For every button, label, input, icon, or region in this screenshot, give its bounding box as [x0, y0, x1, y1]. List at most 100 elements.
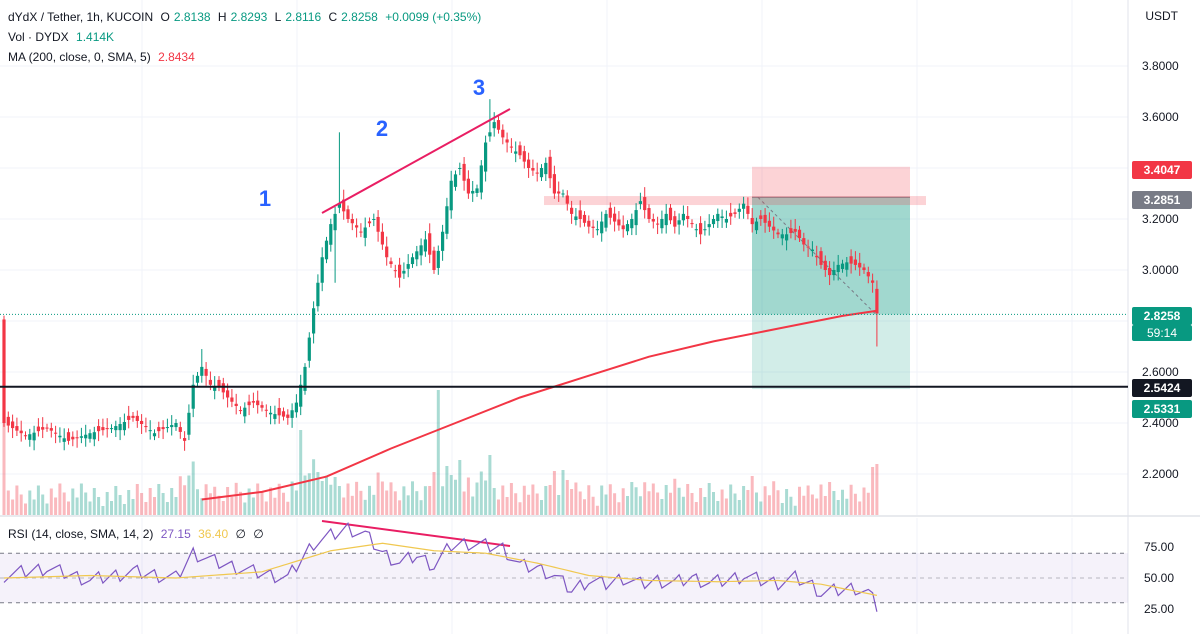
candle-body: [58, 435, 62, 438]
volume-bar: [436, 390, 440, 515]
volume-bar: [471, 496, 475, 515]
volume-bar: [634, 487, 638, 515]
volume-bar: [630, 482, 634, 515]
volume-bar: [307, 473, 311, 515]
volume-bar: [604, 494, 608, 515]
candle: [436, 245, 440, 275]
candle: [557, 181, 561, 202]
ma-legend: MA (200, close, 0, SMA, 5) 2.8434: [8, 50, 195, 64]
candle-body: [372, 219, 376, 220]
candle: [441, 224, 445, 261]
candle: [703, 220, 707, 236]
volume-bar: [780, 503, 784, 515]
candle-body: [187, 412, 191, 435]
volume-bar: [200, 498, 204, 515]
volume-bar: [346, 483, 350, 515]
volume-bar: [58, 483, 62, 515]
candle: [234, 393, 238, 415]
candle-body: [557, 191, 561, 194]
volume-bar: [492, 488, 496, 515]
candle-body: [419, 245, 423, 256]
candle-body: [647, 208, 651, 219]
candle-body: [376, 216, 380, 232]
volume-bar: [789, 496, 793, 515]
volume-bar: [699, 488, 703, 515]
volume-bar: [75, 497, 79, 515]
volume-bar: [712, 492, 715, 515]
volume-bar: [183, 485, 187, 515]
y-tick-label: 3.8000: [1142, 59, 1179, 73]
candle-body: [269, 412, 273, 415]
candle-body: [114, 426, 118, 431]
candle-body: [866, 272, 870, 277]
candle: [458, 162, 462, 176]
volume-bar: [135, 484, 139, 515]
volume-value: 1.414K: [76, 30, 115, 44]
candle: [548, 149, 552, 189]
candle: [122, 413, 126, 436]
candle: [630, 213, 634, 236]
rsi-line: [3, 521, 878, 612]
candle-body: [213, 386, 217, 391]
candle: [552, 165, 556, 199]
rsi-tick-label: 25.00: [1144, 602, 1174, 616]
candle: [647, 204, 651, 223]
candle: [561, 189, 565, 198]
candle-body: [681, 213, 685, 221]
volume-bar: [277, 483, 281, 515]
candle: [527, 152, 531, 178]
rsi-value: 27.15: [160, 527, 191, 541]
candle: [41, 417, 45, 439]
candle: [849, 249, 853, 274]
candle-body: [398, 264, 402, 278]
candle: [6, 411, 10, 433]
rsi-legend: RSI (14, close, SMA, 14, 2) 27.15 36.40 …: [8, 527, 264, 541]
volume-bar: [260, 492, 264, 515]
volume-bar: [828, 482, 832, 515]
candle: [539, 164, 544, 182]
candle-body: [853, 259, 857, 265]
volume-bar: [608, 484, 612, 515]
candle: [49, 422, 53, 438]
candle: [836, 254, 840, 281]
volume-bar: [849, 484, 853, 515]
volume-bar: [694, 502, 698, 515]
symbol-legend: dYdX / Tether, 1h, KUCOIN O 2.8138 H 2.829…: [8, 10, 482, 24]
candle-body: [389, 261, 393, 265]
candle: [101, 418, 105, 436]
volume-bar: [823, 496, 827, 515]
volume-bar: [419, 500, 423, 515]
volume-bar: [449, 475, 453, 515]
volume-bar: [509, 483, 513, 515]
candle: [780, 228, 784, 246]
candle-body: [492, 122, 496, 129]
candle-body: [260, 405, 264, 408]
candle-body: [561, 193, 565, 195]
candle: [466, 170, 470, 199]
candle: [281, 407, 286, 421]
candle: [277, 398, 281, 424]
candle: [802, 232, 806, 252]
candle: [866, 266, 870, 284]
candle-body: [673, 216, 677, 227]
candle-body: [763, 214, 767, 223]
candle: [471, 181, 475, 202]
candle-body: [484, 142, 488, 172]
volume-bar: [45, 503, 49, 515]
candle-body: [690, 223, 694, 225]
volume-bar: [393, 491, 397, 515]
candle: [789, 219, 793, 239]
rsi-sma-value: 36.40: [198, 527, 229, 541]
candle: [406, 254, 410, 278]
candle: [71, 431, 75, 447]
candle: [376, 210, 380, 242]
candle-body: [548, 156, 552, 179]
volume-bar: [591, 496, 595, 515]
candle-body: [862, 267, 866, 270]
candle-body: [122, 421, 126, 431]
candle-body: [49, 428, 53, 431]
candle: [582, 211, 587, 227]
candle-body: [591, 226, 595, 228]
candle: [853, 251, 857, 271]
